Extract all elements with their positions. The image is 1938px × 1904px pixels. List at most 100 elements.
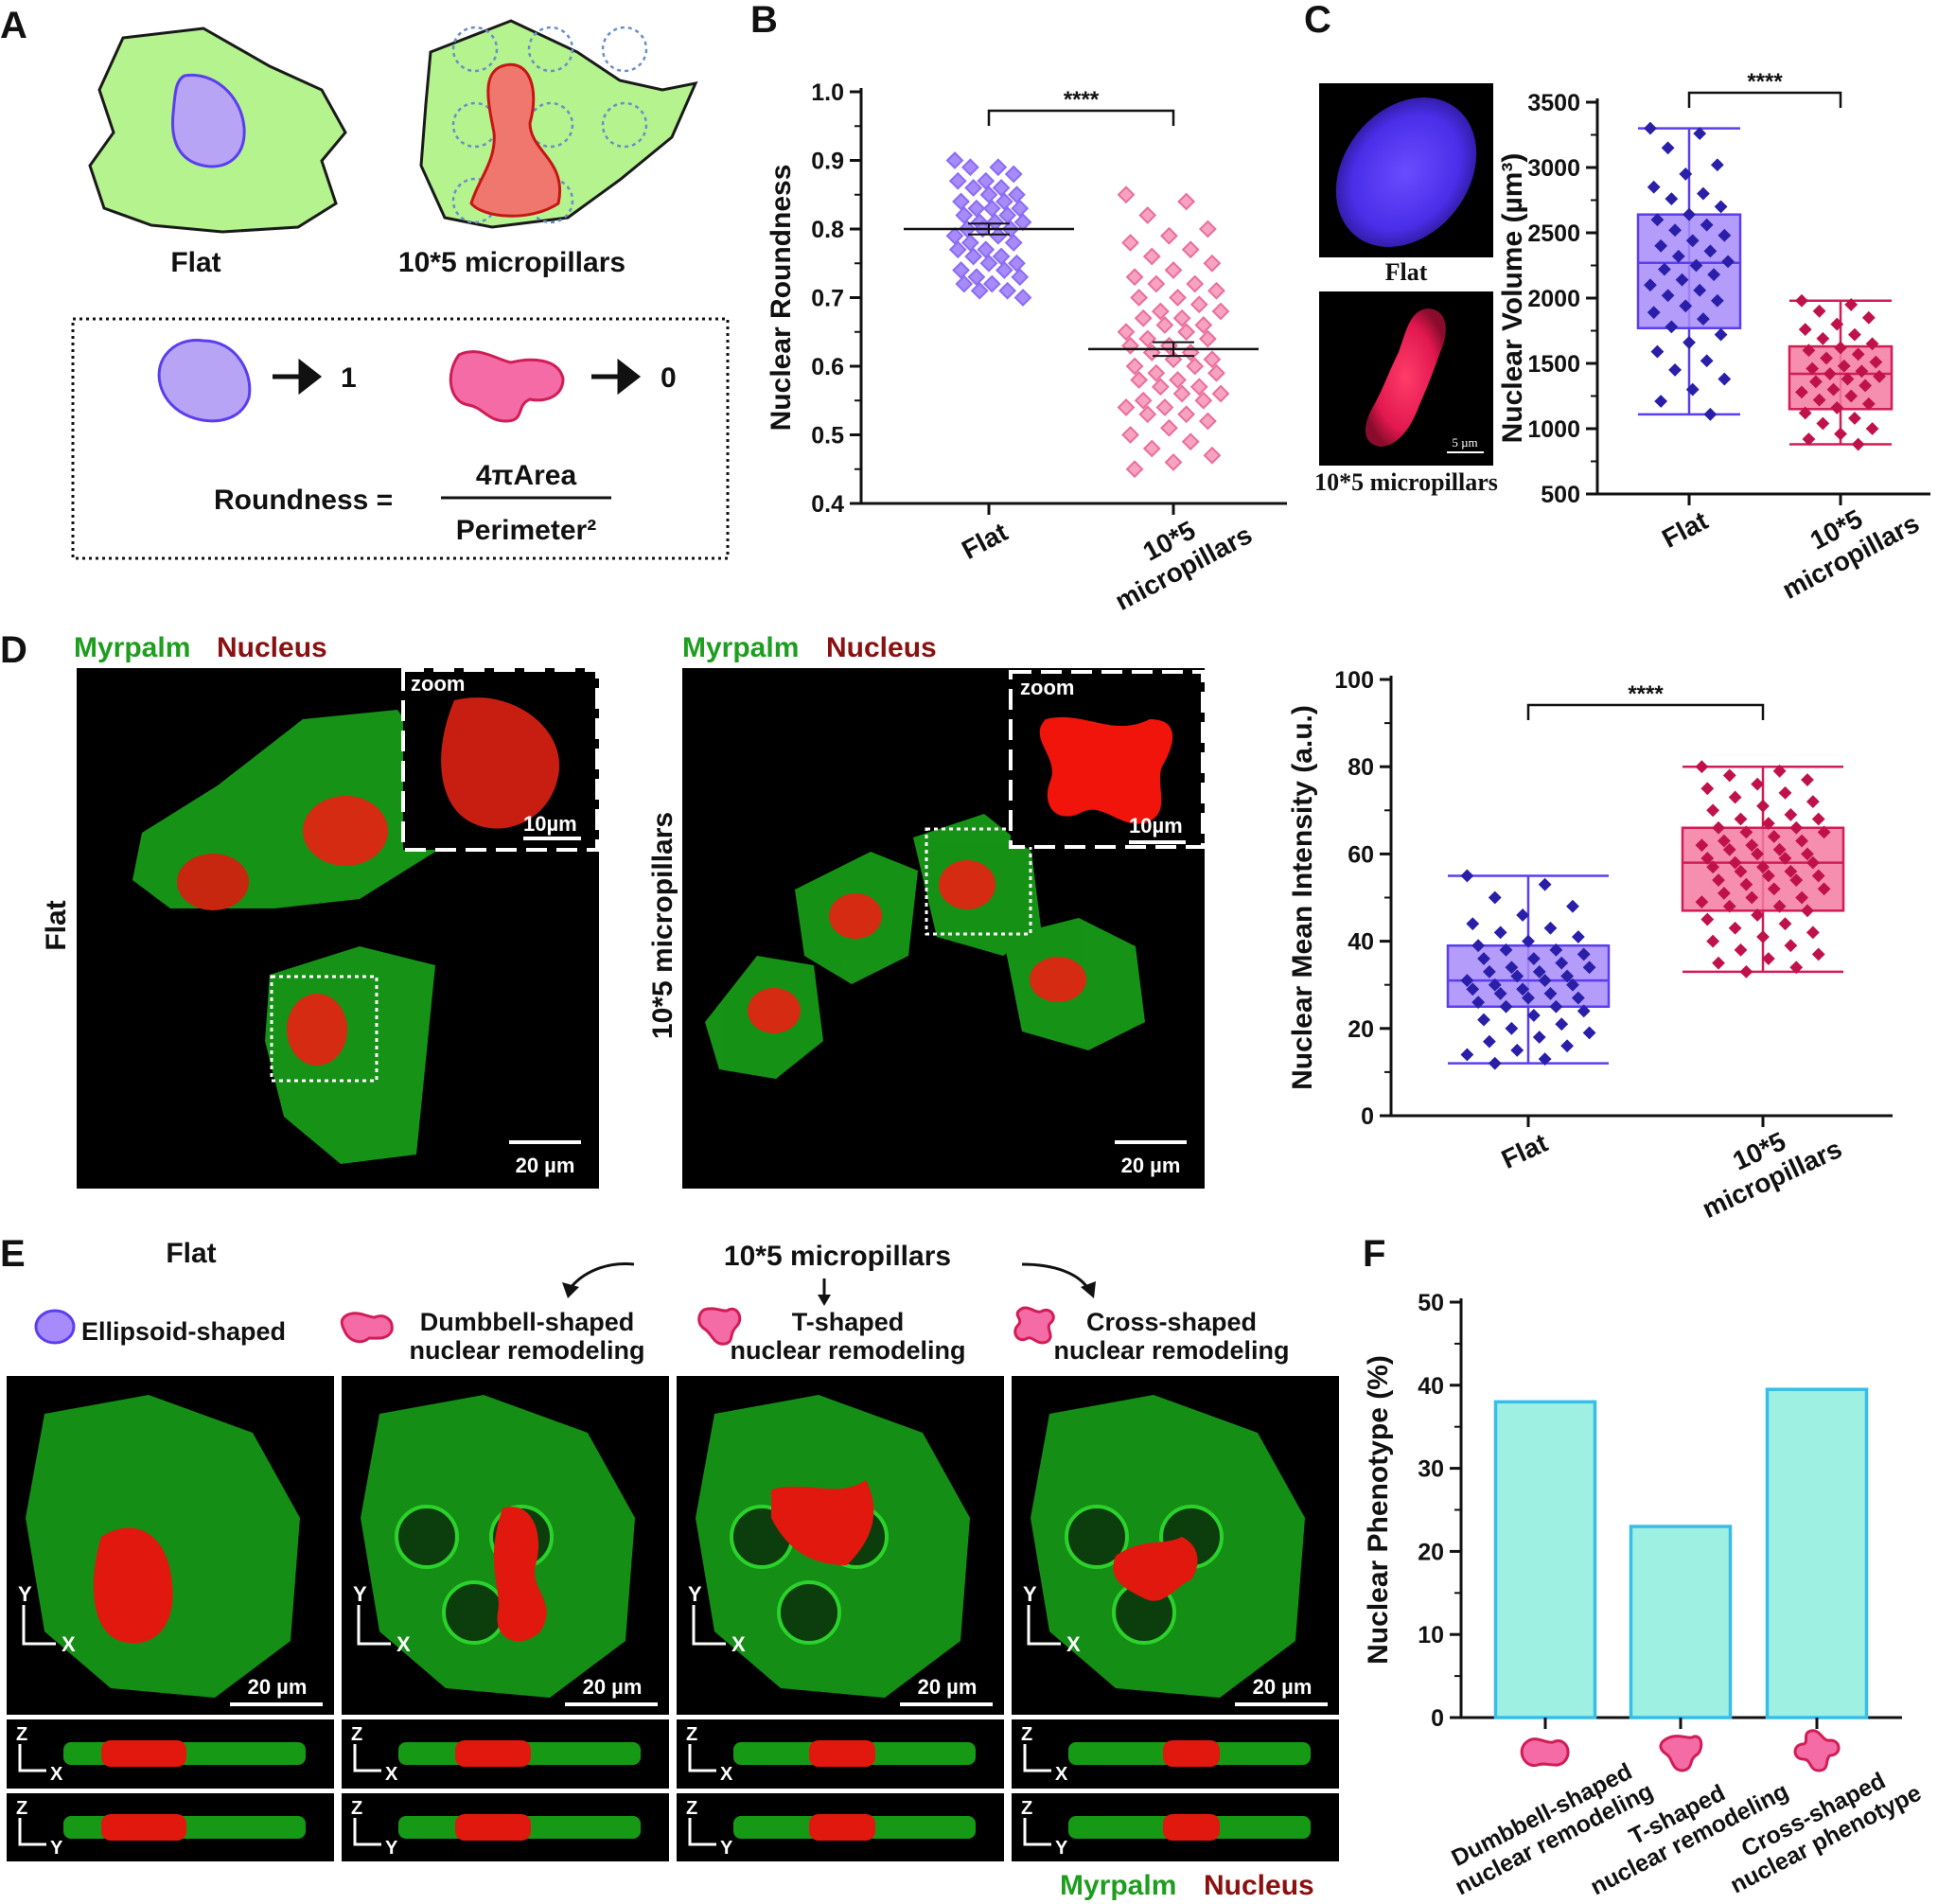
data-point	[1851, 437, 1865, 451]
data-point	[1650, 213, 1665, 227]
axis-label-x: X	[1066, 1632, 1081, 1656]
blue-nucleus-image	[1335, 97, 1477, 248]
data-point	[992, 247, 1011, 266]
data-point	[1117, 398, 1136, 416]
e-dumbbell-line2: nuclear remodeling	[409, 1336, 644, 1365]
arrow-icon	[568, 1262, 635, 1290]
data-point	[1571, 991, 1585, 1005]
data-point	[1789, 820, 1804, 835]
e-pillars-title: 10*5 micropillars	[724, 1241, 951, 1272]
data-point	[1460, 974, 1474, 988]
data-point	[1657, 262, 1671, 276]
data-point	[1806, 795, 1820, 808]
y-tick-label: 0.6	[811, 354, 844, 380]
data-point	[1522, 934, 1535, 948]
data-point	[1198, 329, 1217, 348]
data-point	[982, 199, 1001, 218]
data-point	[1734, 812, 1748, 826]
data-point	[1689, 258, 1703, 273]
data-point	[1861, 310, 1876, 325]
data-point	[1566, 978, 1579, 992]
data-point	[945, 226, 964, 245]
axis-label-z: Z	[16, 1724, 27, 1745]
data-point	[1772, 842, 1787, 856]
axis-label-y: Y	[18, 1582, 32, 1606]
axis-label-y: Y	[1023, 1582, 1037, 1606]
formula-box	[71, 317, 730, 560]
data-point	[1538, 877, 1552, 891]
t-shape-icon	[1659, 1735, 1703, 1772]
e-dumbbell-line1: Dumbbell-shaped	[420, 1308, 635, 1336]
nucleus-section	[809, 1814, 875, 1841]
micropillar	[442, 1580, 506, 1645]
data-point	[1516, 908, 1530, 922]
x-tick-label: Flat	[1657, 505, 1713, 554]
data-point	[1851, 347, 1865, 361]
data-point	[1798, 323, 1812, 337]
zoom-region-box	[925, 827, 1032, 936]
axis-label-y: Y	[1055, 1838, 1068, 1859]
data-point	[1697, 312, 1710, 326]
data-point	[1679, 167, 1693, 181]
data-point	[1644, 278, 1657, 292]
data-point	[1789, 961, 1804, 975]
nucleus	[493, 1507, 547, 1642]
zoom-scale-label-2: 10µm	[1129, 814, 1183, 837]
nucleus	[93, 1527, 173, 1644]
data-point	[1693, 283, 1707, 297]
y-tick-label: 0.7	[811, 286, 844, 312]
data-point	[1718, 228, 1732, 242]
data-point	[1830, 317, 1844, 331]
data-point	[1700, 354, 1714, 368]
data-point	[1130, 289, 1149, 307]
data-point	[1532, 964, 1546, 978]
data-point	[1869, 355, 1883, 369]
data-point	[1499, 999, 1513, 1014]
data-point	[948, 240, 967, 259]
d-nucleus-label-1: Nucleus	[217, 632, 327, 663]
bar	[1493, 1400, 1597, 1719]
axis-label-x: X	[1055, 1764, 1068, 1785]
data-point	[1695, 838, 1709, 853]
data-point	[1714, 200, 1728, 214]
data-point	[1151, 378, 1170, 397]
data-point	[1811, 869, 1825, 883]
data-point	[1194, 391, 1213, 410]
axis-label-x: X	[731, 1632, 746, 1656]
panel-letter-d: D	[0, 629, 27, 671]
x-tick-label: Flat	[957, 517, 1013, 565]
y-tick-label: 100	[1334, 667, 1374, 694]
axis-indicator	[353, 1818, 381, 1846]
data-point	[1848, 412, 1861, 425]
data-point	[1706, 803, 1720, 818]
ellipsoid-icon	[34, 1309, 76, 1345]
data-point	[1488, 890, 1502, 905]
data-point	[1155, 398, 1174, 416]
data-point	[1714, 327, 1728, 342]
data-point	[1164, 453, 1183, 471]
y-tick-label: 50	[1418, 1290, 1444, 1316]
data-point	[1460, 1048, 1474, 1062]
data-point	[1778, 917, 1792, 931]
axis-label-z: Z	[351, 1724, 362, 1745]
data-point	[1823, 367, 1837, 380]
d-nucleus-label-2: Nucleus	[826, 632, 937, 663]
e-cross-line2: nuclear remodeling	[1053, 1336, 1289, 1365]
data-point	[1734, 943, 1748, 957]
data-point	[1718, 372, 1732, 386]
data-point	[1712, 956, 1725, 970]
data-point	[964, 247, 983, 266]
significance-bracket	[987, 109, 1175, 126]
data-point	[1739, 964, 1753, 978]
scale-label: 20 µm	[918, 1675, 978, 1699]
data-point	[992, 179, 1011, 197]
data-point	[1778, 852, 1792, 865]
data-point	[1008, 185, 1026, 204]
data-point	[1734, 864, 1748, 878]
data-point	[1211, 384, 1230, 403]
data-point	[1861, 397, 1876, 411]
data-point	[1526, 1009, 1541, 1022]
data-point	[1859, 379, 1873, 393]
data-point	[1466, 917, 1480, 931]
axis-indicator	[1023, 1818, 1051, 1846]
